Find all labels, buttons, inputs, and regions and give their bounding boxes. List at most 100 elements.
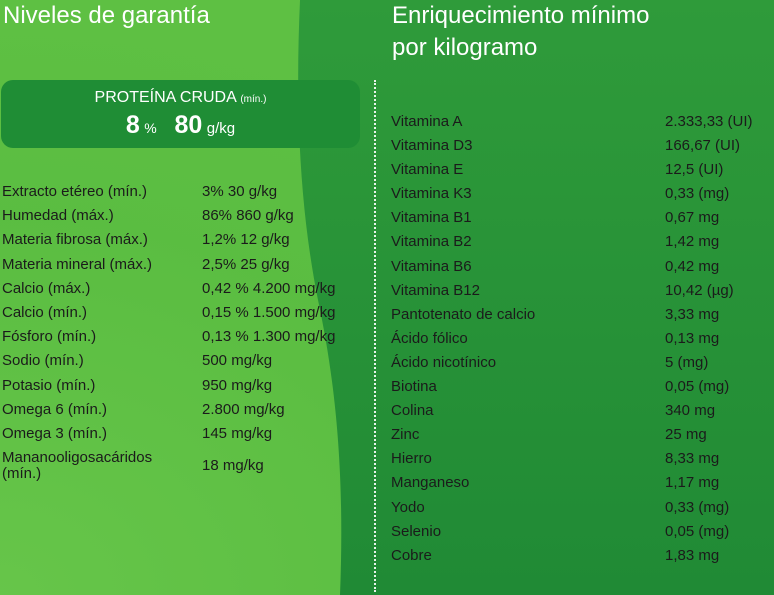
row-label: Mananooligosacáridos (mín.) [2,450,152,482]
crude-protein-percent: 8 [125,111,140,139]
row-label: Materia fibrosa (máx.) [2,231,148,249]
row-value: 0,05 (mg) [665,378,730,396]
column-divider [374,80,376,592]
row-label: Ácido nicotínico [391,353,497,371]
table-row: Extracto etéreo (mín.) 3% 30 g/kg [2,180,372,204]
crude-protein-values: 8 % 80 g/kg [1,110,360,144]
row-label: Calcio (máx.) [2,279,91,297]
row-value: 0,33 (mg) [665,498,730,516]
row-value: 2.800 mg/kg [202,400,285,418]
table-row: Yodo 0,33 (mg) [391,496,774,520]
crude-protein-percent-unit: % [144,120,157,136]
table-row: Manganeso 1,17 mg [391,471,774,495]
table-row: Calcio (máx.) 0,42 % 4.200 mg/kg [2,277,372,301]
row-label: Vitamina A [391,113,463,130]
crude-protein-label: PROTEÍNA CRUDA [94,89,236,106]
table-row: Pantotenato de calcio 3,33 mg [391,303,774,327]
row-value: 3,33 mg [665,305,720,323]
crude-protein-amount-unit: g/kg [206,120,236,137]
row-value: 1,17 mg [665,474,720,492]
row-label: Ácido fólico [391,329,468,347]
row-value: 340 mg [665,402,716,420]
row-label-line1: Mananooligosacáridos [2,449,153,467]
row-value: 3% 30 g/kg [202,183,278,200]
row-label: Vitamina D3 [391,137,473,155]
row-value: 0,33 (mg) [665,185,730,203]
guarantee-levels-table: Extracto etéreo (mín.) 3% 30 g/kg Humedad … [2,180,372,486]
enrichment-title-line2: por kilogramo [392,34,538,61]
table-row: Vitamina D3 166,67 (UI) [391,134,774,158]
table-row: Calcio (mín.) 0,15 % 1.500 mg/kg [2,301,372,325]
table-row: Vitamina B6 0,42 mg [391,255,774,279]
row-label: Vitamina B1 [391,209,472,227]
row-label: Pantotenato de calcio [391,305,536,323]
row-label: Extracto etéreo (mín.) [2,183,148,200]
row-label: Materia mineral (máx.) [2,255,153,273]
row-value: 0,13 % 1.300 mg/kg [202,328,336,346]
row-value: 166,67 (UI) [665,137,741,155]
table-row: Vitamina E 12,5 (UI) [391,158,774,182]
row-value: 12,5 (UI) [665,161,724,179]
row-value: 0,13 mg [665,329,720,347]
row-label: Humedad (máx.) [2,207,114,225]
row-value: 1,83 mg [665,546,720,564]
table-row: Cobre 1,83 mg [391,544,774,568]
row-value: 0,42 % 4.200 mg/kg [202,279,336,297]
row-label: Selenio [391,522,442,540]
enrichment-table: Vitamina A 2.333,33 (UI) Vitamina D3 166,67… [391,110,774,568]
row-value: 2,5% 25 g/kg [202,255,290,273]
row-value: 18 mg/kg [202,457,264,475]
row-label: Vitamina B12 [391,281,480,299]
row-value: 0,67 mg [665,209,720,227]
row-value: 8,33 mg [665,450,720,468]
table-row: Fósforo (mín.) 0,13 % 1.300 mg/kg [2,325,372,349]
table-row: Zinc 25 mg [391,423,774,447]
table-row: Biotina 0,05 (mg) [391,375,774,399]
row-value: 25 mg [665,426,707,444]
row-label: Cobre [391,546,432,564]
row-value: 500 mg/kg [202,352,273,370]
row-value: 1,42 mg [665,233,720,251]
row-label: Colina [391,402,434,420]
table-row: Omega 3 (mín.) 145 mg/kg [2,422,372,446]
table-row: Potasio (mín.) 950 mg/kg [2,374,372,398]
table-row: Materia mineral (máx.) 2,5% 25 g/kg [2,253,372,277]
crude-protein-box: PROTEÍNA CRUDA (mín.) 8 % 80 g/kg [1,80,360,148]
guarantee-levels-title: Niveles de garantía [3,2,210,29]
row-value: 0,05 (mg) [665,522,730,540]
enrichment-title-line1: Enriquecimiento mínimo [392,2,650,29]
row-label: Hierro [391,450,432,468]
table-row: Materia fibrosa (máx.) 1,2% 12 g/kg [2,228,372,252]
row-value: 2.333,33 (UI) [665,113,753,130]
row-value: 10,42 (µg) [665,281,734,299]
table-row: Vitamina B12 10,42 (µg) [391,279,774,303]
crude-protein-title: PROTEÍNA CRUDA (mín.) [1,89,360,109]
row-value: 0,15 % 1.500 mg/kg [202,303,336,321]
row-value: 0,42 mg [665,257,720,275]
row-label: Vitamina B2 [391,233,472,251]
table-row: Sodio (mín.) 500 mg/kg [2,349,372,373]
row-value: 86% 860 g/kg [202,207,294,225]
row-label: Fósforo (mín.) [2,328,97,346]
row-value: 5 (mg) [665,353,709,371]
row-label: Vitamina B6 [391,257,472,275]
table-row: Mananooligosacáridos (mín.) 18 mg/kg [2,446,372,486]
table-row: Colina 340 mg [391,399,774,423]
row-label-line2: (mín.) [2,465,42,483]
table-row: Omega 6 (mín.) 2.800 mg/kg [2,398,372,422]
row-label: Potasio (mín.) [2,376,96,394]
table-row: Vitamina A 2.333,33 (UI) [391,110,774,134]
row-label: Zinc [391,426,420,444]
crude-protein-qualifier: (mín.) [240,94,267,105]
table-row: Selenio 0,05 (mg) [391,520,774,544]
table-row: Ácido fólico 0,13 mg [391,327,774,351]
table-row: Hierro 8,33 mg [391,447,774,471]
table-row: Vitamina K3 0,33 (mg) [391,182,774,206]
table-row: Vitamina B1 0,67 mg [391,206,774,230]
row-label: Sodio (mín.) [2,352,84,370]
row-label: Omega 6 (mín.) [2,400,108,418]
row-value: 1,2% 12 g/kg [202,231,290,249]
table-row: Ácido nicotínico 5 (mg) [391,351,774,375]
row-value: 145 mg/kg [202,424,273,442]
row-label: Biotina [391,378,437,396]
